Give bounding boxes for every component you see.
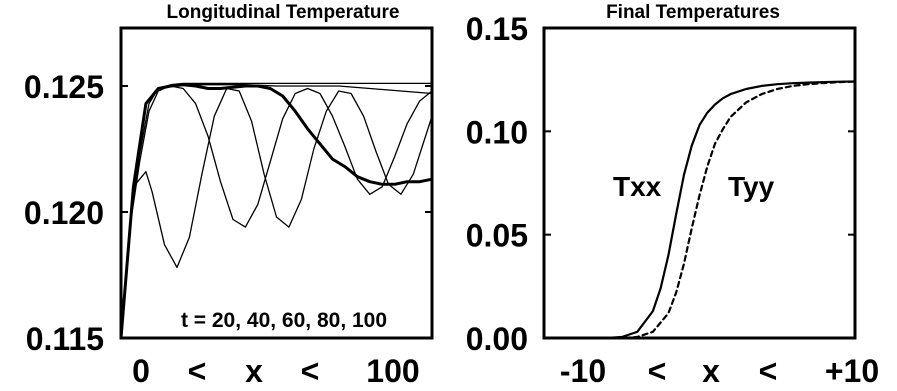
left-y-tick-label: 0.120 (24, 195, 104, 231)
left-xlabel-token: 100 (366, 353, 419, 389)
left-xlabel-token: < (188, 353, 207, 389)
right-xlabel-token: -10 (560, 353, 606, 389)
right-x-axis-label: -10 < x < +10 (560, 353, 879, 389)
left-time-annotation: t = 20, 40, 60, 80, 100 (181, 309, 387, 332)
series-label-tyy: Tyy (728, 171, 775, 202)
right-chart-title: Final Temperatures (606, 2, 780, 23)
right-xlabel-token: x (702, 353, 720, 389)
right-y-tick-label: 0.00 (466, 321, 528, 357)
right-xlabel-token: < (648, 353, 667, 389)
left-y-tick-label: 0.115 (26, 321, 104, 357)
left-series-line-4 (120, 85, 433, 339)
left-plot-area (119, 82, 434, 340)
left-y-tick-labels: 0.115 0.120 0.125 (24, 69, 104, 357)
right-y-tick-label: 0.05 (466, 218, 528, 254)
left-plot-frame (119, 26, 434, 340)
right-series-line-2 (542, 80, 857, 340)
left-xlabel-token: < (301, 353, 320, 389)
right-y-tick-label: 0.10 (466, 114, 528, 150)
left-x-axis-label: 0 < x < 100 (132, 353, 420, 389)
series-label-txx: Txx (613, 171, 662, 202)
left-xlabel-token: 0 (132, 353, 150, 389)
right-plot-frame (542, 26, 857, 340)
left-y-tick-label: 0.125 (24, 69, 104, 105)
left-series-line-5 (119, 83, 434, 340)
right-xlabel-token: +10 (825, 353, 879, 389)
left-xlabel-token: x (245, 353, 263, 389)
left-series-line-2 (120, 84, 433, 339)
right-y-tick-labels: 0.00 0.05 0.10 0.15 (466, 11, 528, 357)
left-chart: Longitudinal Temperature 0.115 0.120 0.125… (24, 2, 434, 389)
left-chart-title: Longitudinal Temperature (167, 2, 400, 23)
right-plot-area (542, 27, 857, 340)
right-y-tick-label: 0.15 (466, 11, 528, 47)
right-chart: Final Temperatures 0.000.050.100.15 Txx … (466, 2, 879, 389)
left-series-line-3 (120, 87, 433, 339)
left-series-line-1 (120, 82, 433, 339)
right-series-line-1 (542, 80, 857, 340)
right-xlabel-token: < (759, 353, 778, 389)
